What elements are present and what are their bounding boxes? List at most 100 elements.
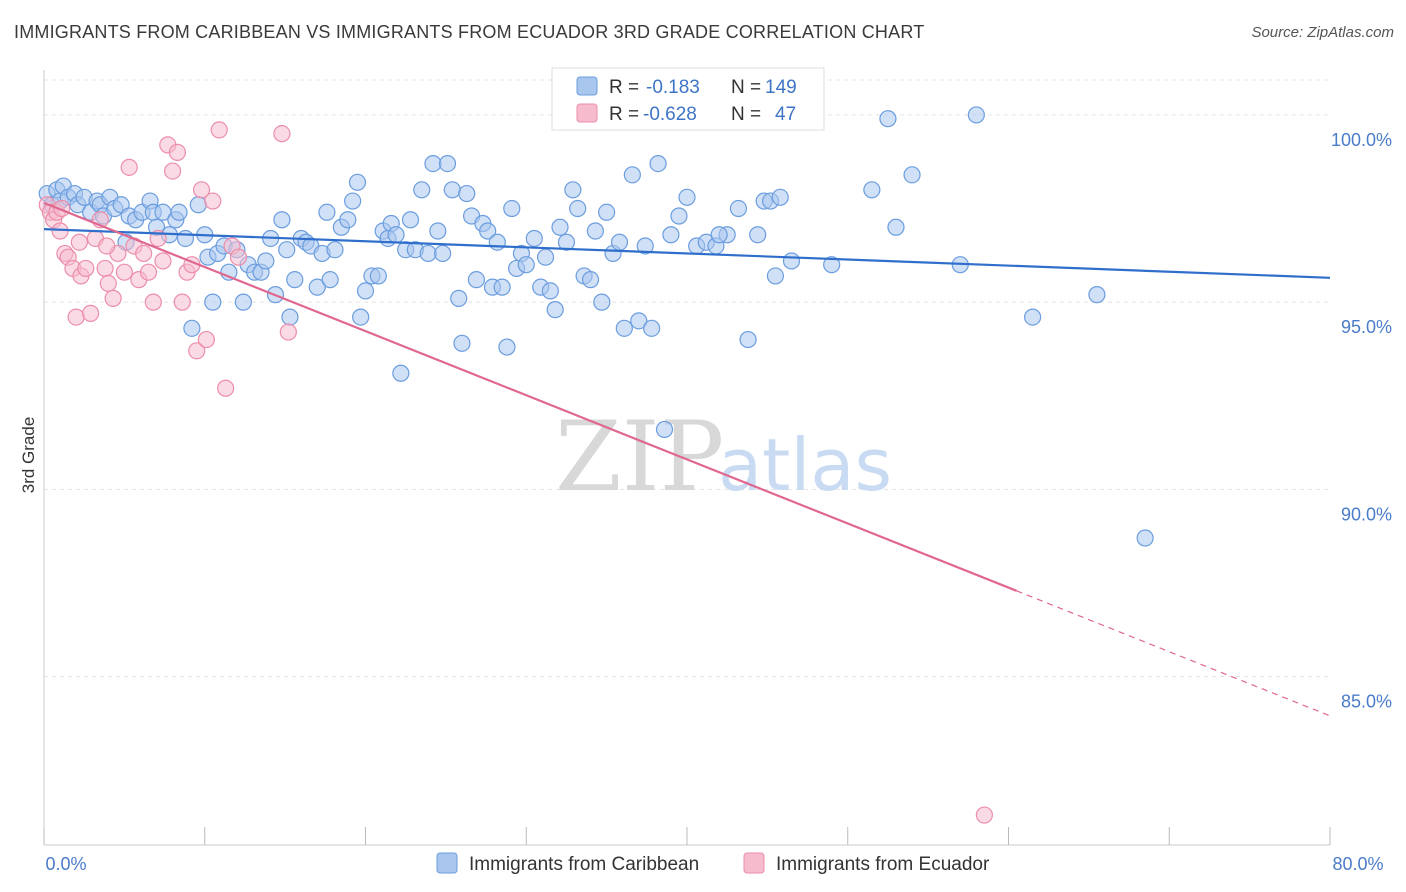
stats-swatch-ecuador xyxy=(576,103,598,123)
caribbean-point xyxy=(438,154,457,173)
stats-r-label-caribbean: R = xyxy=(609,77,639,98)
ecuador-point xyxy=(273,125,291,143)
caribbean-point xyxy=(458,184,476,203)
caribbean-point xyxy=(771,188,789,206)
ecuador-point xyxy=(229,248,248,266)
ecuador-point xyxy=(67,308,85,326)
caribbean-point xyxy=(443,181,461,199)
data-points xyxy=(38,106,1154,824)
caribbean-point xyxy=(525,229,543,248)
caribbean-point xyxy=(281,308,299,326)
ecuador-point xyxy=(210,121,228,139)
caribbean-point xyxy=(387,226,405,244)
caribbean-point xyxy=(557,233,576,251)
trend-line-ecuador xyxy=(43,201,1017,592)
caribbean-point xyxy=(766,267,785,285)
caribbean-point xyxy=(278,241,296,259)
trend-line-caribbean xyxy=(43,228,1331,279)
caribbean-point xyxy=(176,229,195,248)
ecuador-point xyxy=(173,293,191,311)
stats-r-value-ecuador: -0.628 xyxy=(643,104,697,125)
watermark: ZIP atlas xyxy=(555,401,892,513)
caribbean-point xyxy=(739,330,757,349)
caribbean-point xyxy=(541,282,559,300)
ecuador-point xyxy=(204,192,222,210)
caribbean-point xyxy=(610,233,629,251)
ecuador-point xyxy=(120,158,138,176)
caribbean-point xyxy=(546,301,564,319)
ecuador-point xyxy=(975,806,993,824)
legend-label-caribbean: Immigrants from Caribbean xyxy=(469,854,699,875)
stats-swatch-caribbean xyxy=(576,76,598,96)
ecuador-point xyxy=(96,259,114,278)
caribbean-point xyxy=(678,188,696,206)
caribbean-point xyxy=(356,282,375,300)
caribbean-point xyxy=(493,278,511,296)
caribbean-point xyxy=(623,166,641,184)
ecuador-point xyxy=(217,379,235,397)
legend-swatch-caribbean xyxy=(436,852,458,874)
stats-r-label-ecuador: R = xyxy=(609,104,639,125)
caribbean-point xyxy=(369,267,387,285)
legend: Immigrants from Caribbean Immigrants fro… xyxy=(436,852,990,875)
caribbean-point xyxy=(517,256,535,274)
caribbean-point xyxy=(308,278,326,296)
ecuador-point xyxy=(188,342,206,360)
caribbean-point xyxy=(649,154,667,173)
caribbean-point xyxy=(392,364,410,382)
legend-label-ecuador: Immigrants from Ecuador xyxy=(776,854,990,875)
gridlines xyxy=(44,79,1330,678)
watermark-atlas: atlas xyxy=(718,423,892,507)
caribbean-point xyxy=(326,241,344,259)
caribbean-point xyxy=(273,211,291,229)
caribbean-point xyxy=(630,312,648,330)
caribbean-point xyxy=(401,211,420,229)
caribbean-point xyxy=(183,319,201,337)
caribbean-point xyxy=(615,319,633,337)
caribbean-point xyxy=(189,196,207,214)
caribbean-point xyxy=(488,233,506,251)
caribbean-point xyxy=(879,110,897,128)
caribbean-point xyxy=(450,289,468,307)
caribbean-point xyxy=(823,256,841,274)
caribbean-point xyxy=(434,244,452,263)
ecuador-point xyxy=(168,143,187,161)
caribbean-point xyxy=(204,293,222,311)
caribbean-point xyxy=(749,226,767,244)
caribbean-point xyxy=(593,293,611,311)
caribbean-point xyxy=(286,271,304,289)
caribbean-point xyxy=(498,338,516,356)
caribbean-point xyxy=(655,420,674,439)
caribbean-point xyxy=(234,293,252,311)
ecuador-point xyxy=(192,181,211,199)
caribbean-point xyxy=(643,319,661,337)
y-axis-label: 3rd Grade xyxy=(19,417,38,494)
x-tick-label-min: 0.0% xyxy=(45,854,86,874)
caribbean-point xyxy=(967,106,985,124)
trend-lines xyxy=(43,201,1331,717)
x-tick-label-max: 80.0% xyxy=(1332,854,1383,874)
caribbean-point xyxy=(903,166,921,184)
caribbean-point xyxy=(569,199,587,218)
caribbean-point xyxy=(348,173,367,191)
caribbean-point xyxy=(662,226,680,244)
ecuador-point xyxy=(139,263,158,281)
ecuador-point xyxy=(77,259,95,278)
stats-n-label-ecuador: N = xyxy=(731,104,761,125)
caribbean-point xyxy=(729,199,748,218)
ecuador-point xyxy=(135,244,153,263)
caribbean-point xyxy=(782,252,801,270)
stats-r-value-caribbean: -0.183 xyxy=(646,77,700,98)
y-tick-label: 85.0% xyxy=(1341,692,1392,712)
caribbean-point xyxy=(1024,308,1042,326)
ecuador-point xyxy=(70,233,88,251)
y-tick-label: 100.0% xyxy=(1331,130,1392,150)
ecuador-point xyxy=(197,330,215,349)
caribbean-point xyxy=(551,218,569,236)
caribbean-point xyxy=(429,222,447,240)
ecuador-point xyxy=(98,237,116,255)
caribbean-point xyxy=(1088,286,1106,304)
ecuador-point xyxy=(154,252,172,270)
caribbean-point xyxy=(352,308,370,326)
caribbean-point xyxy=(710,226,728,244)
